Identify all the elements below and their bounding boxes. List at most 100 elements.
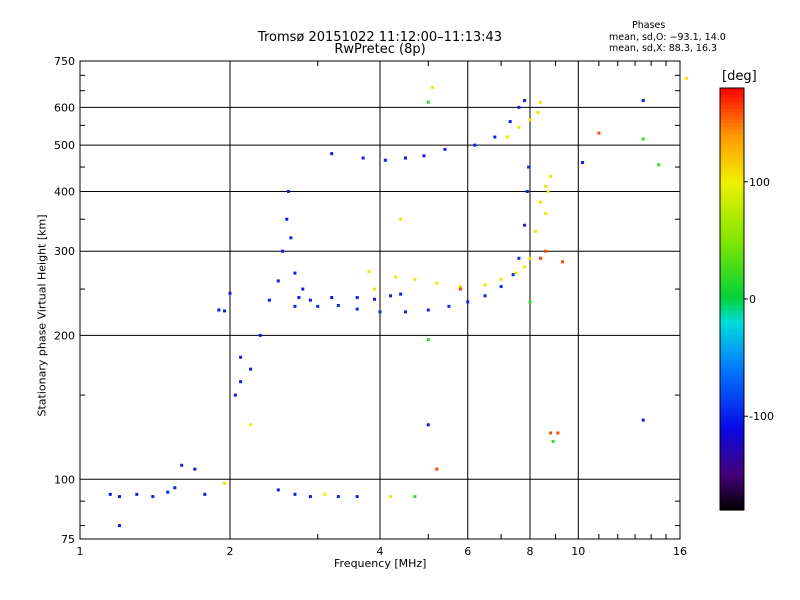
colorbar-segment — [720, 478, 744, 483]
data-point — [276, 279, 280, 283]
colorbar-segment — [720, 179, 744, 184]
colorbar-segment — [720, 404, 744, 409]
colorbar-segment — [720, 225, 744, 230]
data-point — [399, 217, 403, 221]
colorbar-segment — [720, 369, 744, 374]
x-tick-label: 6 — [464, 545, 471, 558]
data-point — [528, 118, 532, 122]
colorbar-segment — [720, 443, 744, 448]
data-point — [293, 492, 297, 496]
colorbar-segment — [720, 172, 744, 177]
colorbar-segment — [720, 467, 744, 472]
colorbar-segment — [720, 95, 744, 100]
data-point — [249, 423, 253, 427]
data-point — [641, 137, 645, 141]
data-point — [308, 495, 312, 499]
data-point — [413, 277, 417, 281]
colorbar-segment — [720, 197, 744, 202]
data-point — [289, 236, 293, 240]
data-point — [367, 270, 371, 274]
colorbar-segment — [720, 228, 744, 233]
data-point — [389, 294, 393, 298]
data-point — [523, 99, 527, 103]
data-point — [394, 275, 398, 279]
stats-o-line: mean, sd,O: −93.1, 14.0 — [609, 32, 726, 43]
colorbar-segment — [720, 372, 744, 377]
colorbar-segment — [720, 327, 744, 332]
data-point — [499, 277, 503, 281]
data-point — [108, 492, 112, 496]
data-point — [561, 260, 565, 264]
y-tick-label: 600 — [54, 101, 75, 114]
data-point — [413, 495, 417, 499]
colorbar-segment — [720, 126, 744, 131]
chart-title: Tromsø 20151022 11:12:00–11:13:43 — [257, 30, 503, 45]
colorbar-segment — [720, 112, 744, 117]
colorbar-segment — [720, 499, 744, 504]
data-point — [466, 300, 470, 304]
colorbar-segment — [720, 116, 744, 121]
colorbar-segment — [720, 390, 744, 395]
data-point — [431, 86, 435, 90]
data-point — [330, 296, 334, 300]
data-point — [514, 271, 518, 275]
data-point — [203, 492, 207, 496]
data-point — [389, 495, 393, 499]
data-point — [528, 300, 532, 304]
colorbar-segment — [720, 485, 744, 490]
colorbar-segment — [720, 386, 744, 392]
colorbar-segment — [720, 492, 744, 497]
colorbar-segment — [720, 267, 744, 272]
colorbar-segment — [720, 393, 744, 399]
data-point — [544, 211, 548, 215]
colorbar-segment — [720, 175, 744, 181]
data-point — [473, 143, 477, 147]
colorbar-segment — [720, 218, 744, 223]
data-point — [323, 492, 327, 496]
colorbar-segment — [720, 460, 744, 465]
colorbar-segment — [720, 320, 744, 325]
colorbar-segment — [720, 446, 744, 451]
data-point — [286, 189, 290, 193]
colorbar-segment — [720, 140, 744, 145]
colorbar-segment — [720, 147, 744, 152]
colorbar-segment — [720, 182, 744, 188]
colorbar-segment — [720, 288, 744, 293]
colorbar-segment — [720, 161, 744, 166]
data-point — [297, 296, 301, 300]
data-point — [435, 281, 439, 285]
y-tick-label: 300 — [54, 245, 75, 258]
data-point — [373, 297, 377, 301]
data-point — [539, 256, 543, 260]
data-point — [517, 105, 521, 109]
x-tick-label: 10 — [571, 545, 585, 558]
data-point — [117, 524, 121, 528]
stats-x-line: mean, sd,X: 88.3, 16.3 — [609, 43, 718, 54]
colorbar-segment — [720, 88, 744, 93]
data-point — [403, 310, 407, 314]
colorbar-segment — [720, 256, 744, 261]
data-point — [517, 125, 521, 129]
colorbar-segment — [720, 411, 744, 416]
data-point — [301, 287, 305, 291]
data-point — [223, 309, 227, 313]
data-point — [523, 223, 527, 227]
colorbar-segment — [720, 474, 744, 479]
colorbar-segment — [720, 98, 744, 103]
colorbar-segment — [720, 284, 744, 290]
data-point — [281, 249, 285, 253]
colorbar-segment — [720, 355, 744, 360]
data-point — [539, 100, 543, 104]
data-point — [551, 439, 555, 443]
colorbar-segment — [720, 133, 744, 138]
data-point — [355, 296, 359, 300]
data-point — [233, 393, 237, 397]
data-point — [549, 431, 553, 435]
colorbar-segment — [720, 471, 744, 476]
data-point — [523, 265, 527, 269]
colorbar-segment — [720, 408, 744, 413]
colorbar-label: [deg] — [722, 69, 757, 84]
data-point — [458, 287, 462, 291]
colorbar-segment — [720, 502, 744, 508]
colorbar-segment — [720, 313, 744, 318]
